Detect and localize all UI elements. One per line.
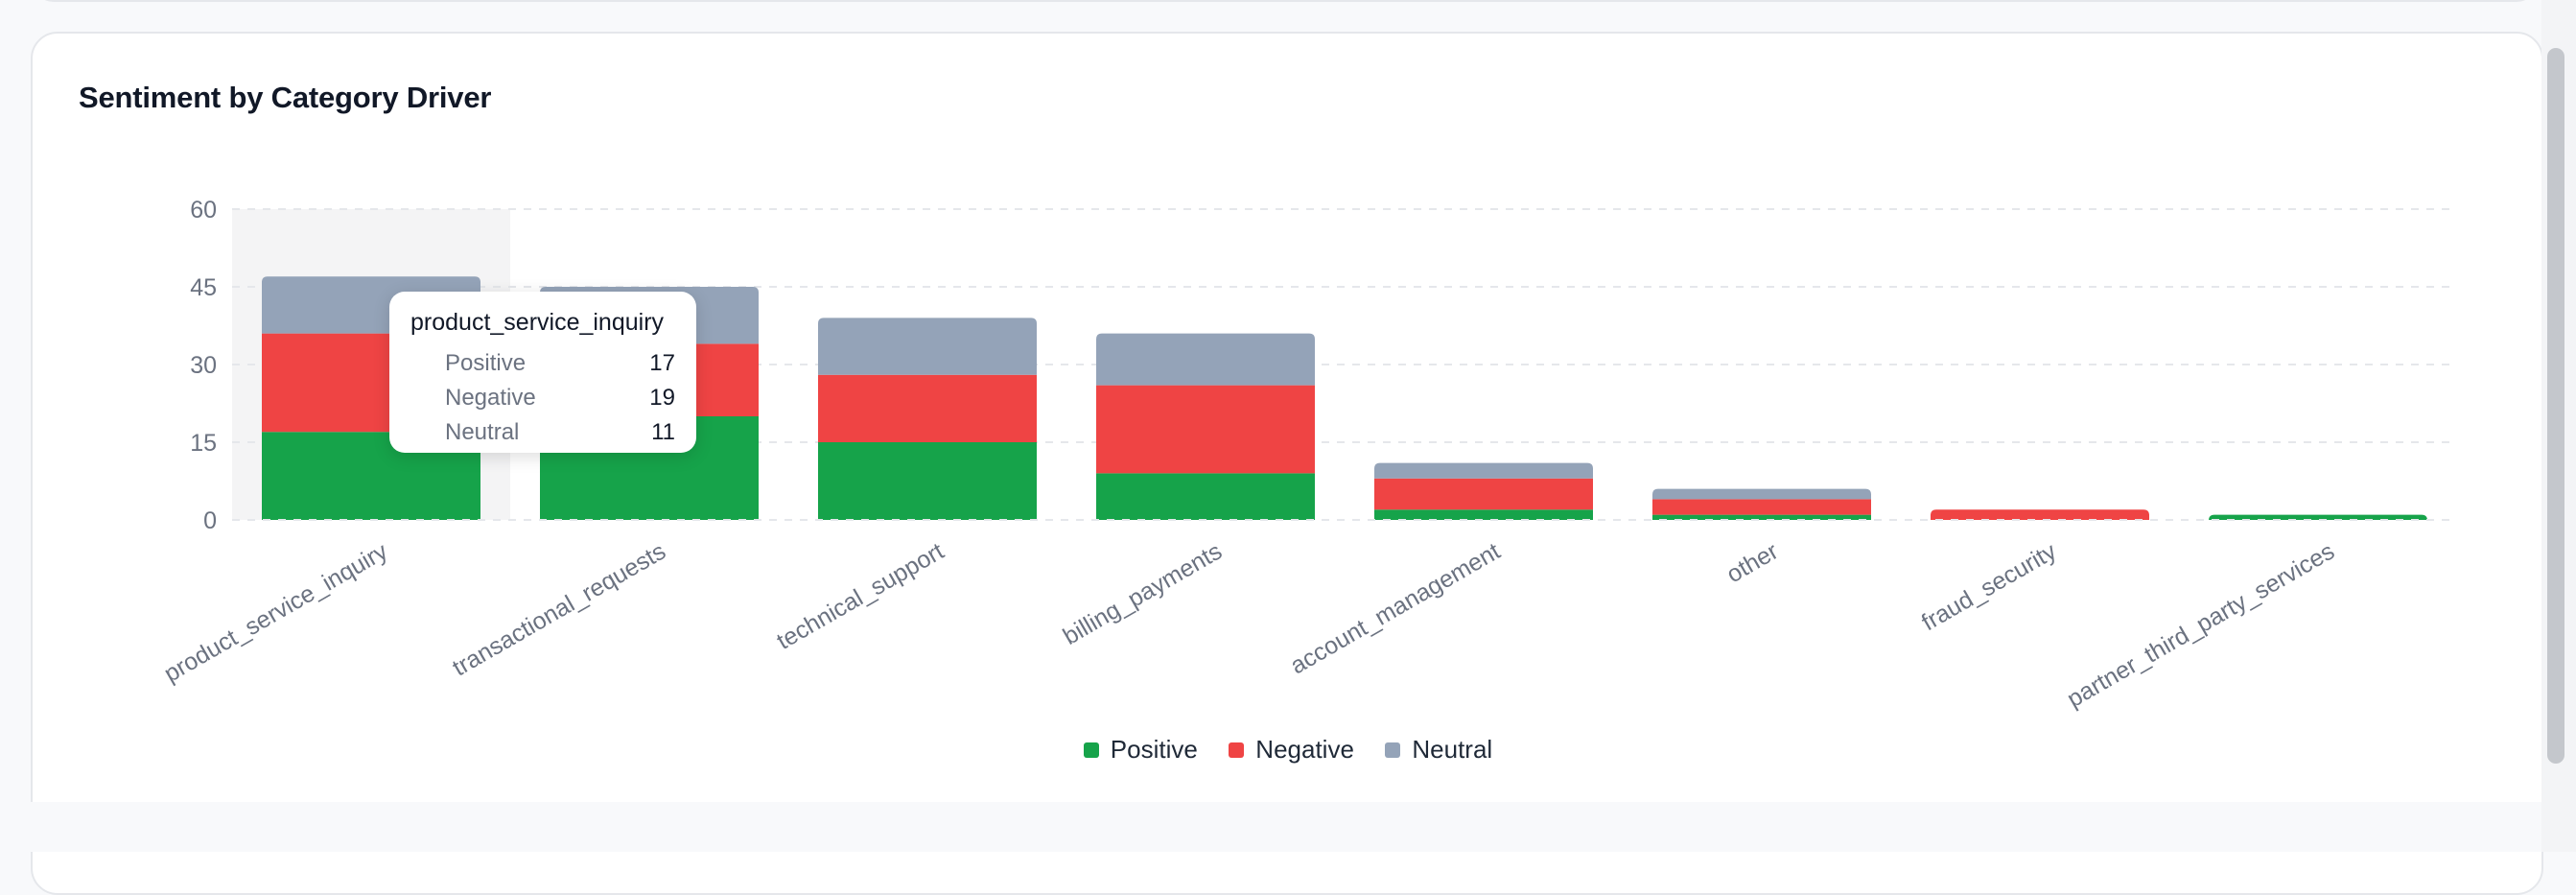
bar-positive-technical_support bbox=[818, 442, 1037, 520]
tooltip-value-neutral: 11 bbox=[651, 419, 675, 445]
bar-neutral-technical_support bbox=[818, 318, 1037, 375]
y-tick-label: 0 bbox=[203, 507, 217, 534]
x-tick-label: transactional_requests bbox=[448, 538, 670, 682]
x-tick-label: billing_payments bbox=[1059, 538, 1227, 650]
x-tick-label: account_management bbox=[1286, 538, 1505, 680]
legend-item-positive[interactable]: Positive bbox=[1083, 735, 1198, 765]
y-tick-label: 30 bbox=[190, 352, 217, 379]
tooltip-label-neutral: Neutral bbox=[445, 419, 520, 445]
bar-neutral-account_management bbox=[1374, 462, 1593, 479]
bar-positive-product_service_inquiry bbox=[262, 432, 480, 520]
tooltip-title: product_service_inquiry bbox=[410, 309, 665, 336]
y-tick-label: 60 bbox=[190, 197, 217, 224]
legend-item-neutral[interactable]: Neutral bbox=[1385, 735, 1492, 765]
x-tick-label: other bbox=[1722, 538, 1783, 589]
chart-title: Sentiment by Category Driver bbox=[79, 81, 492, 114]
tooltip-row-negative: Negative 19 bbox=[410, 381, 675, 415]
scrollbar-thumb[interactable] bbox=[2547, 48, 2564, 764]
y-tick-label: 45 bbox=[190, 274, 217, 301]
tooltip-value-positive: 17 bbox=[649, 350, 675, 376]
page-bottom-band bbox=[0, 802, 2576, 852]
legend-swatch-neutral bbox=[1385, 742, 1401, 758]
legend-swatch-positive bbox=[1083, 742, 1099, 758]
chart-tooltip: product_service_inquiry Positive 17 Nega… bbox=[389, 292, 696, 453]
chart-legend: Positive Negative Neutral bbox=[0, 735, 2576, 765]
bar-negative-other bbox=[1652, 499, 1871, 515]
bar-negative-billing_payments bbox=[1096, 385, 1315, 474]
x-tick-label: technical_support bbox=[772, 538, 948, 655]
tooltip-label-negative: Negative bbox=[445, 385, 536, 411]
x-tick-label: fraud_security bbox=[1917, 537, 2061, 636]
bar-negative-account_management bbox=[1374, 478, 1593, 510]
x-tick-label: product_service_inquiry bbox=[159, 537, 392, 688]
tooltip-row-positive: Positive 17 bbox=[410, 346, 675, 381]
legend-label-positive: Positive bbox=[1110, 735, 1198, 764]
y-tick-label: 15 bbox=[190, 430, 217, 457]
bar-neutral-other bbox=[1652, 488, 1871, 500]
bar-positive-other bbox=[1652, 514, 1871, 520]
sentiment-stacked-bar-chart: 0 15 30 45 60 product_service_inquiry transact… bbox=[159, 197, 2457, 714]
bar-negative-fraud_security bbox=[1931, 509, 2149, 520]
page-scrollbar[interactable] bbox=[2541, 0, 2576, 852]
tooltip-row-neutral: Neutral 11 bbox=[410, 415, 675, 450]
bar-negative-technical_support bbox=[818, 374, 1037, 442]
legend-label-neutral: Neutral bbox=[1412, 735, 1493, 764]
tooltip-value-negative: 19 bbox=[649, 385, 675, 411]
bar-positive-billing_payments bbox=[1096, 473, 1315, 520]
legend-item-negative[interactable]: Negative bbox=[1229, 735, 1354, 765]
bar-neutral-billing_payments bbox=[1096, 333, 1315, 386]
bar-positive-partner_third_party_services bbox=[2209, 514, 2427, 521]
bar-positive-account_management bbox=[1374, 509, 1593, 520]
tooltip-label-positive: Positive bbox=[445, 350, 527, 376]
x-tick-label: partner_third_party_services bbox=[2063, 538, 2339, 714]
legend-swatch-negative bbox=[1229, 742, 1245, 758]
legend-label-negative: Negative bbox=[1255, 735, 1354, 764]
